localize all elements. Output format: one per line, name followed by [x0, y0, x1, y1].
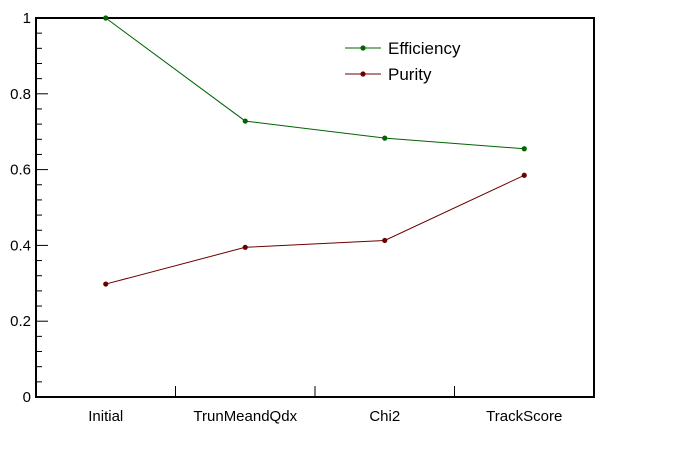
data-point: [242, 118, 248, 124]
series-line: [105, 174, 525, 285]
data-point: [382, 135, 388, 141]
y-axis: 0 0.2 0.4 0.6 0.8 1: [10, 10, 48, 406]
legend-entry: Efficiency: [345, 39, 461, 58]
series-layer: [103, 15, 527, 287]
y-tick-label: 0.8: [10, 86, 31, 103]
x-tick-label: Chi2: [369, 408, 400, 425]
legend: Efficiency Purity: [345, 39, 461, 84]
x-tick-label: TrunMeandQdx: [193, 408, 297, 425]
series-purity: [103, 172, 527, 287]
x-axis: Initial TrunMeandQdx Chi2 TrackScore: [88, 386, 562, 425]
y-tick-label: 0: [23, 389, 31, 406]
y-tick-label: 1: [23, 10, 31, 27]
x-tick-label: TrackScore: [486, 408, 562, 425]
y-tick-label: 0.6: [10, 162, 31, 179]
legend-swatch-marker: [360, 71, 366, 77]
data-point: [521, 172, 527, 178]
y-tick-label: 0.4: [10, 237, 31, 254]
series-line: [105, 17, 525, 150]
x-tick-label: Initial: [88, 408, 123, 425]
data-point: [382, 237, 388, 244]
data-point: [521, 146, 527, 152]
legend-entry: Purity: [345, 65, 432, 84]
legend-swatch-marker: [360, 45, 366, 51]
plot-frame: [35, 17, 595, 398]
data-point: [103, 281, 109, 287]
data-point: [103, 15, 109, 21]
y-tick-label: 0.2: [10, 313, 31, 330]
legend-label: Purity: [388, 65, 432, 84]
series-efficiency: [103, 15, 527, 152]
data-point: [242, 244, 248, 250]
legend-label: Efficiency: [388, 39, 461, 58]
